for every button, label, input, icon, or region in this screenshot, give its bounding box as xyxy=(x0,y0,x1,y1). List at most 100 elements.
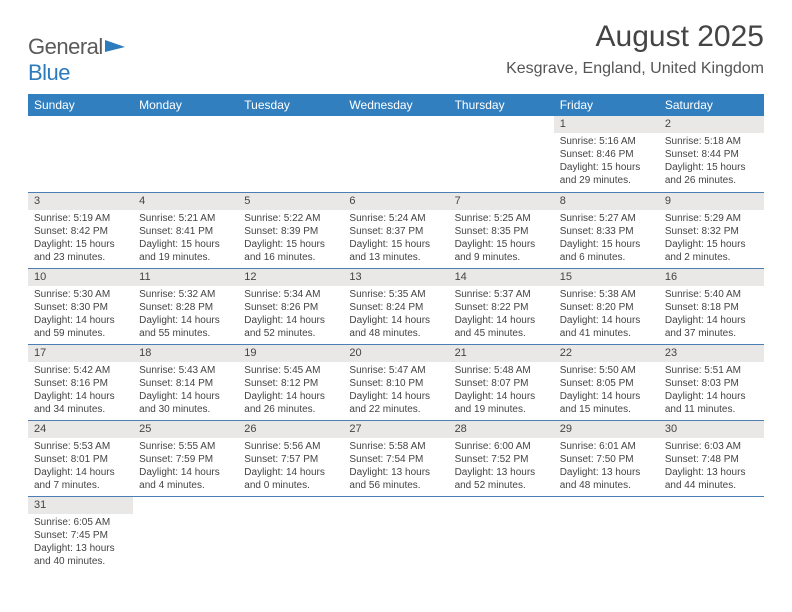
day-line: Sunset: 8:07 PM xyxy=(455,377,548,390)
day-line: and 34 minutes. xyxy=(34,403,127,416)
day-line: Sunrise: 5:42 AM xyxy=(34,364,127,377)
day-line: Sunrise: 5:18 AM xyxy=(665,135,758,148)
day-line: Daylight: 15 hours xyxy=(349,238,442,251)
day-line: Sunrise: 5:37 AM xyxy=(455,288,548,301)
day-line: Sunrise: 5:43 AM xyxy=(139,364,232,377)
day-line: and 9 minutes. xyxy=(455,251,548,264)
col-saturday: Saturday xyxy=(659,94,764,116)
day-line: Daylight: 15 hours xyxy=(665,161,758,174)
page-header: GeneralBlue August 2025 Kesgrave, Englan… xyxy=(28,20,764,86)
day-data xyxy=(238,501,343,507)
day-line: Daylight: 15 hours xyxy=(139,238,232,251)
day-line: Sunset: 8:18 PM xyxy=(665,301,758,314)
day-data: Sunrise: 6:01 AMSunset: 7:50 PMDaylight:… xyxy=(554,438,659,496)
day-line: Daylight: 14 hours xyxy=(455,314,548,327)
day-number: 28 xyxy=(449,421,554,438)
day-line: Daylight: 15 hours xyxy=(244,238,337,251)
day-data: Sunrise: 5:19 AMSunset: 8:42 PMDaylight:… xyxy=(28,210,133,268)
day-line: and 15 minutes. xyxy=(560,403,653,416)
day-cell: 28Sunrise: 6:00 AMSunset: 7:52 PMDayligh… xyxy=(449,420,554,496)
day-data: Sunrise: 5:40 AMSunset: 8:18 PMDaylight:… xyxy=(659,286,764,344)
logo-text-1: General xyxy=(28,34,103,59)
day-line: Daylight: 14 hours xyxy=(34,314,127,327)
day-line: Sunset: 8:12 PM xyxy=(244,377,337,390)
logo-text: GeneralBlue xyxy=(28,34,127,86)
day-number: 30 xyxy=(659,421,764,438)
day-line: Daylight: 14 hours xyxy=(139,314,232,327)
day-line: Sunset: 8:20 PM xyxy=(560,301,653,314)
day-cell: 11Sunrise: 5:32 AMSunset: 8:28 PMDayligh… xyxy=(133,268,238,344)
day-cell: 23Sunrise: 5:51 AMSunset: 8:03 PMDayligh… xyxy=(659,344,764,420)
day-line: Sunrise: 5:55 AM xyxy=(139,440,232,453)
day-line: Daylight: 15 hours xyxy=(34,238,127,251)
day-line: Sunset: 8:01 PM xyxy=(34,453,127,466)
day-line: Sunset: 8:46 PM xyxy=(560,148,653,161)
day-number: 12 xyxy=(238,269,343,286)
day-line: Sunset: 7:45 PM xyxy=(34,529,127,542)
day-cell: 8Sunrise: 5:27 AMSunset: 8:33 PMDaylight… xyxy=(554,192,659,268)
day-number: 18 xyxy=(133,345,238,362)
day-line: and 30 minutes. xyxy=(139,403,232,416)
day-data: Sunrise: 5:48 AMSunset: 8:07 PMDaylight:… xyxy=(449,362,554,420)
day-cell: 17Sunrise: 5:42 AMSunset: 8:16 PMDayligh… xyxy=(28,344,133,420)
day-number: 16 xyxy=(659,269,764,286)
day-line: Daylight: 14 hours xyxy=(244,466,337,479)
day-line: Sunset: 8:22 PM xyxy=(455,301,548,314)
col-sunday: Sunday xyxy=(28,94,133,116)
day-number: 1 xyxy=(554,116,659,133)
month-title: August 2025 xyxy=(506,20,764,54)
day-line: and 29 minutes. xyxy=(560,174,653,187)
day-line: Sunrise: 5:19 AM xyxy=(34,212,127,225)
day-data xyxy=(133,120,238,126)
day-cell xyxy=(28,116,133,192)
day-cell: 20Sunrise: 5:47 AMSunset: 8:10 PMDayligh… xyxy=(343,344,448,420)
calendar-table: Sunday Monday Tuesday Wednesday Thursday… xyxy=(28,94,764,572)
day-number: 10 xyxy=(28,269,133,286)
day-data: Sunrise: 5:34 AMSunset: 8:26 PMDaylight:… xyxy=(238,286,343,344)
day-line: Daylight: 14 hours xyxy=(349,390,442,403)
day-line: Sunset: 8:10 PM xyxy=(349,377,442,390)
day-cell: 14Sunrise: 5:37 AMSunset: 8:22 PMDayligh… xyxy=(449,268,554,344)
day-number: 25 xyxy=(133,421,238,438)
day-line: Sunrise: 5:32 AM xyxy=(139,288,232,301)
day-cell xyxy=(238,116,343,192)
day-line: Sunset: 8:37 PM xyxy=(349,225,442,238)
day-cell: 29Sunrise: 6:01 AMSunset: 7:50 PMDayligh… xyxy=(554,420,659,496)
day-data xyxy=(449,501,554,507)
day-line: and 7 minutes. xyxy=(34,479,127,492)
col-monday: Monday xyxy=(133,94,238,116)
day-line: Sunset: 8:44 PM xyxy=(665,148,758,161)
day-line: Sunrise: 5:29 AM xyxy=(665,212,758,225)
day-number: 22 xyxy=(554,345,659,362)
day-line: Sunrise: 6:03 AM xyxy=(665,440,758,453)
day-line: Sunset: 8:28 PM xyxy=(139,301,232,314)
logo-text-2: Blue xyxy=(28,60,70,85)
day-cell: 22Sunrise: 5:50 AMSunset: 8:05 PMDayligh… xyxy=(554,344,659,420)
day-line: Sunrise: 5:53 AM xyxy=(34,440,127,453)
day-cell: 6Sunrise: 5:24 AMSunset: 8:37 PMDaylight… xyxy=(343,192,448,268)
day-line: Sunset: 7:50 PM xyxy=(560,453,653,466)
day-cell: 27Sunrise: 5:58 AMSunset: 7:54 PMDayligh… xyxy=(343,420,448,496)
day-cell xyxy=(343,496,448,572)
day-data: Sunrise: 5:35 AMSunset: 8:24 PMDaylight:… xyxy=(343,286,448,344)
day-line: and 52 minutes. xyxy=(244,327,337,340)
day-line: Daylight: 13 hours xyxy=(349,466,442,479)
day-number: 7 xyxy=(449,193,554,210)
day-line: Daylight: 14 hours xyxy=(244,390,337,403)
day-line: and 13 minutes. xyxy=(349,251,442,264)
day-number: 15 xyxy=(554,269,659,286)
day-line: Sunset: 8:24 PM xyxy=(349,301,442,314)
day-data xyxy=(238,120,343,126)
day-line: and 26 minutes. xyxy=(244,403,337,416)
day-cell: 15Sunrise: 5:38 AMSunset: 8:20 PMDayligh… xyxy=(554,268,659,344)
day-line: Sunset: 8:33 PM xyxy=(560,225,653,238)
day-line: Sunrise: 6:01 AM xyxy=(560,440,653,453)
day-data: Sunrise: 5:21 AMSunset: 8:41 PMDaylight:… xyxy=(133,210,238,268)
day-cell: 1Sunrise: 5:16 AMSunset: 8:46 PMDaylight… xyxy=(554,116,659,192)
day-line: Sunrise: 5:40 AM xyxy=(665,288,758,301)
day-line: Sunset: 8:30 PM xyxy=(34,301,127,314)
day-line: and 44 minutes. xyxy=(665,479,758,492)
day-line: and 19 minutes. xyxy=(455,403,548,416)
day-line: Sunrise: 5:34 AM xyxy=(244,288,337,301)
day-data: Sunrise: 5:30 AMSunset: 8:30 PMDaylight:… xyxy=(28,286,133,344)
